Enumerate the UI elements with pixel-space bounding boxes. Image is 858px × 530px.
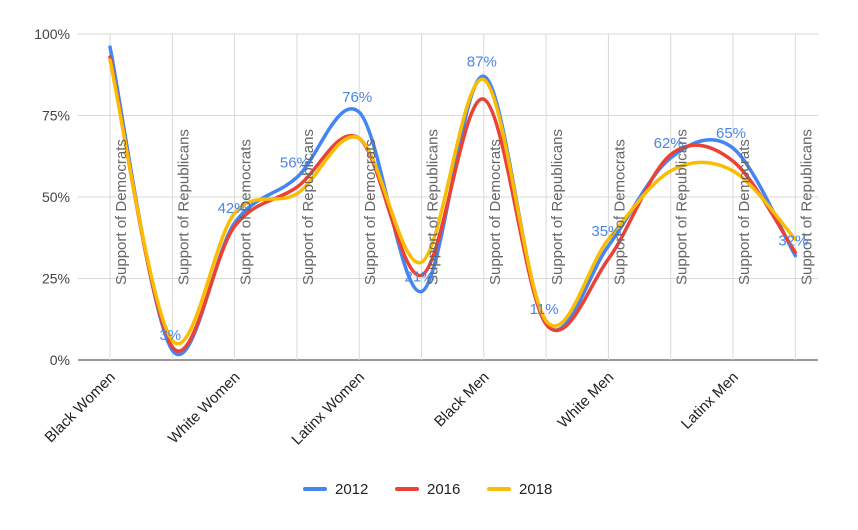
series-line-2018 — [108, 58, 798, 346]
legend-item-2012[interactable]: 2012 — [303, 481, 368, 498]
point-annotation: Support of Democrats — [362, 139, 379, 285]
point-annotation: Support of Republicans — [674, 129, 691, 285]
series-lines — [108, 45, 798, 356]
gridlines — [78, 33, 818, 361]
x-tick-label: White Women — [165, 369, 243, 447]
x-tick-label: Black Men — [431, 369, 493, 431]
point-annotations: Support of Democrats Support of Republica… — [113, 129, 815, 285]
y-tick-label: 100% — [34, 26, 70, 42]
y-tick-label: 25% — [42, 271, 70, 287]
data-label: 42% — [218, 200, 248, 217]
y-tick-label: 75% — [42, 108, 70, 124]
x-axis-ticks: Black Women White Women Latinx Women Black … — [42, 369, 742, 449]
y-tick-label: 50% — [42, 189, 70, 205]
data-label: 62% — [654, 135, 684, 152]
point-annotation: Support of Democrats — [238, 139, 255, 285]
point-annotation: Support of Republicans — [300, 129, 317, 285]
data-label: 56% — [280, 154, 310, 171]
series-line-2012 — [108, 45, 798, 356]
legend-item-2018[interactable]: 2018 — [487, 481, 552, 498]
legend-label: 2018 — [519, 481, 552, 498]
data-label: 65% — [716, 125, 746, 142]
y-axis-ticks: 0% 25% 50% 75% 100% — [34, 26, 70, 368]
x-tick-label: Latinx Women — [288, 369, 368, 449]
point-annotation: Support of Republicans — [175, 129, 192, 285]
point-annotation: Support of Democrats — [113, 139, 130, 285]
legend-item-2016[interactable]: 2016 — [395, 481, 460, 498]
data-label: 11% — [530, 301, 559, 318]
data-label: 32% — [778, 233, 808, 250]
data-label: 76% — [342, 89, 372, 106]
legend-label: 2012 — [335, 481, 368, 498]
point-annotation: Support of Democrats — [487, 139, 504, 285]
point-annotation: Support of Democrats — [611, 139, 628, 285]
data-label: 21% — [404, 269, 434, 286]
data-label: 35% — [591, 223, 621, 240]
data-labels: 3% 42% 56% 76% 21% 87% 11% 35% 62% 65% 32% — [159, 53, 808, 344]
x-tick-label: Black Women — [42, 369, 119, 446]
point-annotation: Support of Democrats — [736, 139, 753, 285]
y-tick-label: 0% — [50, 352, 70, 368]
legend[interactable]: 2012 2016 2018 — [303, 481, 552, 498]
x-tick-label: Latinx Men — [678, 369, 742, 433]
point-annotation: Support of Republicans — [549, 129, 566, 285]
point-annotation: Support of Republicans — [798, 129, 815, 285]
data-label: 87% — [467, 53, 497, 70]
series-line-2016 — [108, 55, 798, 353]
point-annotation: Support of Republicans — [425, 129, 442, 285]
data-label: 3% — [159, 327, 181, 344]
legend-label: 2016 — [427, 481, 460, 498]
x-tick-label: White Men — [555, 369, 618, 432]
